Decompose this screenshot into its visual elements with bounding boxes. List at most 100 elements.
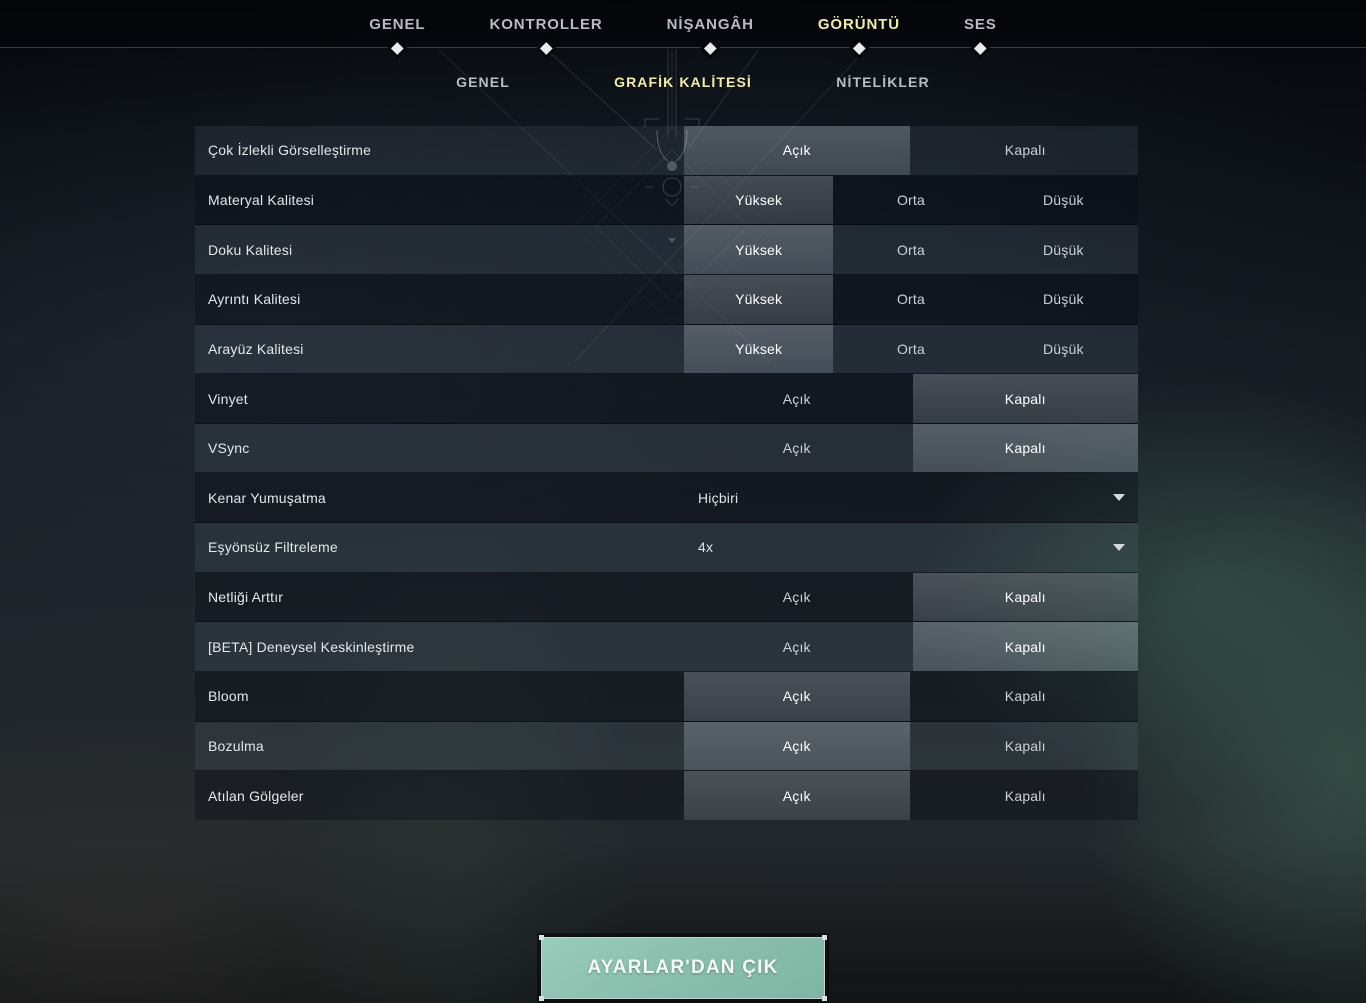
- option-yuksek-selected[interactable]: Yüksek: [684, 324, 834, 374]
- setting-options: Yüksek Orta Düşük: [684, 324, 1138, 374]
- setting-row-atilan-golgeler: Atılan Gölgeler Açık Kapalı: [195, 771, 1138, 820]
- option-acik-selected[interactable]: Açık: [684, 721, 910, 771]
- option-kapali-selected[interactable]: Kapalı: [912, 572, 1138, 622]
- setting-label: Atılan Gölgeler: [208, 787, 304, 804]
- nav-tab-goruntu[interactable]: GÖRÜNTÜ: [812, 0, 906, 55]
- option-yuksek-selected[interactable]: Yüksek: [684, 175, 834, 225]
- setting-options: Açık Kapalı: [684, 721, 1138, 771]
- setting-options: Hiçbiri: [684, 473, 1138, 522]
- setting-options: Açık Kapalı: [684, 672, 1138, 721]
- setting-label: Eşyönsüz Filtreleme: [208, 539, 338, 556]
- option-kapali-selected[interactable]: Kapalı: [912, 374, 1138, 423]
- tab-diamond-marker: [703, 42, 717, 55]
- setting-row-netligi-arttir: Netliği Arttır Açık Kapalı: [195, 572, 1138, 623]
- dropdown-value: 4x: [698, 539, 714, 556]
- option-acik-selected[interactable]: Açık: [684, 126, 910, 175]
- exit-settings-button[interactable]: AYARLAR'DAN ÇIK: [539, 935, 827, 1001]
- sub-tab-grafik-kalitesi[interactable]: GRAFİK KALİTESİ: [614, 74, 752, 90]
- option-orta[interactable]: Orta: [896, 241, 925, 258]
- setting-label: Materyal Kalitesi: [208, 191, 315, 208]
- chevron-down-icon: [1113, 543, 1125, 551]
- setting-row-doku-kalitesi: Doku Kalitesi Yüksek Orta Düşük: [195, 225, 1138, 275]
- video-sub-tabs: GENEL GRAFİK KALİTESİ NİTELİKLER: [383, 74, 983, 90]
- option-yuksek-selected[interactable]: Yüksek: [684, 225, 834, 274]
- setting-row-esyonsuz-filtreleme: Eşyönsüz Filtreleme 4x: [195, 523, 1138, 573]
- button-corner-accent: [822, 996, 827, 1001]
- setting-options: Açık Kapalı: [684, 126, 1138, 175]
- dropdown-esyonsuz-filtreleme[interactable]: 4x: [684, 523, 1138, 572]
- setting-row-beta-deneysel-keskinlestirme: [BETA] Deneysel Keskinleştirme Açık Kapalı: [195, 622, 1138, 673]
- setting-label: Arayüz Kalitesi: [208, 340, 304, 357]
- setting-options: Açık Kapalı: [684, 374, 1138, 423]
- setting-label: Ayrıntı Kalitesi: [208, 291, 301, 308]
- setting-label: Doku Kalitesi: [208, 241, 293, 258]
- option-kapali[interactable]: Kapalı: [1004, 787, 1046, 804]
- setting-label: Bloom: [208, 688, 249, 705]
- option-acik-selected[interactable]: Açık: [684, 672, 910, 721]
- tab-diamond-marker: [852, 42, 866, 55]
- setting-options: Yüksek Orta Düşük: [684, 175, 1138, 225]
- option-kapali-selected[interactable]: Kapalı: [912, 423, 1138, 473]
- option-acik[interactable]: Açık: [782, 589, 811, 606]
- setting-options: Açık Kapalı: [684, 771, 1138, 820]
- option-acik[interactable]: Açık: [782, 390, 811, 407]
- option-orta[interactable]: Orta: [896, 340, 925, 357]
- setting-options: Açık Kapalı: [684, 423, 1138, 473]
- button-corner-accent: [539, 996, 544, 1001]
- option-acik-selected[interactable]: Açık: [684, 771, 910, 820]
- setting-label: Çok İzlekli Görselleştirme: [208, 142, 372, 159]
- option-dusuk[interactable]: Düşük: [1042, 340, 1084, 357]
- top-tabs: GENEL KONTROLLER NİŞANGÂH GÖRÜNTÜ SES: [363, 0, 1003, 55]
- setting-row-materyal-kalitesi: Materyal Kalitesi Yüksek Orta Düşük: [195, 175, 1138, 226]
- option-acik[interactable]: Açık: [782, 440, 811, 457]
- nav-tab-kontroller[interactable]: KONTROLLER: [483, 0, 608, 55]
- setting-row-vinyet: Vinyet Açık Kapalı: [195, 374, 1138, 424]
- button-corner-accent: [539, 935, 544, 940]
- nav-tab-nisangah[interactable]: NİŞANGÂH: [661, 0, 760, 55]
- top-navigation-bar: GENEL KONTROLLER NİŞANGÂH GÖRÜNTÜ SES: [0, 0, 1366, 55]
- setting-options: 4x: [684, 523, 1138, 572]
- setting-label: Vinyet: [208, 390, 248, 407]
- graphics-quality-panel: Çok İzlekli Görselleştirme Açık Kapalı Mate…: [195, 126, 1138, 820]
- setting-label: Bozulma: [208, 738, 264, 754]
- setting-row-vsync: VSync Açık Kapalı: [195, 423, 1138, 474]
- setting-label: [BETA] Deneysel Keskinleştirme: [208, 638, 415, 655]
- setting-label: Netliği Arttır: [208, 589, 284, 606]
- option-dusuk[interactable]: Düşük: [1042, 291, 1084, 308]
- option-kapali[interactable]: Kapalı: [1004, 688, 1046, 705]
- option-acik[interactable]: Açık: [782, 638, 811, 655]
- setting-row-cok-izlekli-gorsellestirme: Çok İzlekli Görselleştirme Açık Kapalı: [195, 126, 1138, 176]
- setting-options: Yüksek Orta Düşük: [684, 274, 1138, 324]
- setting-row-bloom: Bloom Açık Kapalı: [195, 672, 1138, 722]
- footer: AYARLAR'DAN ÇIK: [539, 935, 827, 1001]
- setting-row-bozulma: Bozulma Açık Kapalı: [195, 721, 1138, 772]
- setting-label: Kenar Yumuşatma: [208, 489, 326, 506]
- option-orta[interactable]: Orta: [896, 191, 925, 208]
- setting-label: VSync: [208, 440, 250, 457]
- nav-tab-ses[interactable]: SES: [958, 0, 1003, 55]
- setting-options: Yüksek Orta Düşük: [684, 225, 1138, 274]
- setting-options: Açık Kapalı: [684, 572, 1138, 622]
- nav-tab-genel[interactable]: GENEL: [363, 0, 431, 55]
- setting-row-ayrinti-kalitesi: Ayrıntı Kalitesi Yüksek Orta Düşük: [195, 274, 1138, 325]
- option-dusuk[interactable]: Düşük: [1042, 191, 1084, 208]
- sub-tab-nitelikler[interactable]: NİTELİKLER: [836, 74, 930, 90]
- dropdown-value: Hiçbiri: [698, 489, 739, 506]
- option-kapali[interactable]: Kapalı: [1004, 738, 1046, 754]
- setting-options: Açık Kapalı: [684, 622, 1138, 672]
- tab-diamond-marker: [973, 42, 987, 55]
- dropdown-kenar-yumusatma[interactable]: Hiçbiri: [684, 473, 1138, 522]
- setting-row-arayuz-kalitesi: Arayüz Kalitesi Yüksek Orta Düşük: [195, 324, 1138, 375]
- tab-diamond-marker: [391, 42, 404, 55]
- option-orta[interactable]: Orta: [896, 291, 925, 308]
- option-kapali[interactable]: Kapalı: [1004, 142, 1046, 159]
- setting-row-kenar-yumusatma: Kenar Yumuşatma Hiçbiri: [195, 473, 1138, 524]
- tab-diamond-marker: [539, 42, 553, 55]
- option-dusuk[interactable]: Düşük: [1042, 241, 1084, 258]
- button-corner-accent: [822, 935, 827, 940]
- sub-tab-genel[interactable]: GENEL: [456, 74, 510, 90]
- chevron-down-icon: [1113, 494, 1125, 502]
- option-kapali-selected[interactable]: Kapalı: [912, 622, 1138, 672]
- option-yuksek-selected[interactable]: Yüksek: [684, 274, 834, 324]
